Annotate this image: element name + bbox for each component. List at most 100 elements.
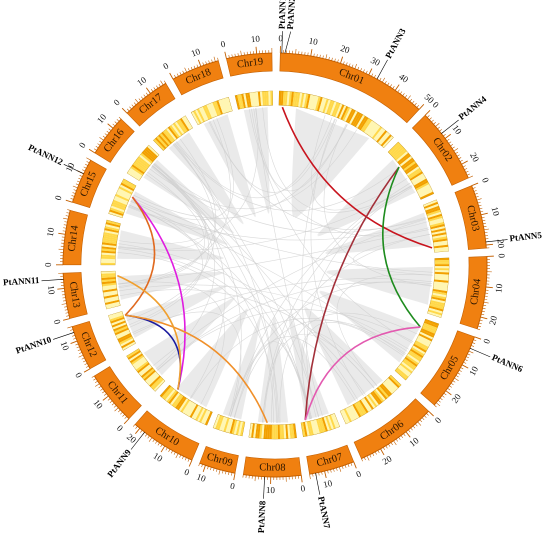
density-bin <box>101 271 116 274</box>
tick-baseline <box>72 159 92 203</box>
minor-tick <box>321 471 323 475</box>
minor-tick <box>464 359 468 361</box>
density-bin <box>386 378 399 390</box>
density-bin <box>289 424 293 439</box>
density-bin <box>161 131 172 144</box>
minor-tick <box>168 449 171 452</box>
minor-tick <box>63 224 67 226</box>
density-bin <box>427 211 442 218</box>
density-bin <box>111 318 125 326</box>
density-bin <box>430 226 446 232</box>
minor-tick <box>456 154 460 157</box>
density-bin <box>101 256 116 260</box>
minor-tick <box>483 225 487 228</box>
minor-tick <box>472 342 476 344</box>
density-bin <box>176 120 186 134</box>
minor-tick <box>399 91 403 95</box>
density-bin <box>433 238 448 243</box>
density-bin <box>167 126 179 139</box>
synteny-line <box>131 197 433 273</box>
density-bin <box>433 283 448 288</box>
tick-label: 20 <box>339 43 351 55</box>
density-bin <box>262 91 265 106</box>
density-bin <box>144 148 157 160</box>
minor-tick <box>134 98 139 104</box>
major-tick <box>88 148 96 154</box>
major-tick <box>70 340 78 345</box>
density-bin <box>432 234 447 239</box>
density-bin <box>118 334 132 343</box>
tick-label: 20 <box>381 453 394 466</box>
minor-tick <box>158 83 161 87</box>
density-bin <box>368 393 379 406</box>
density-bin <box>416 338 430 348</box>
minor-tick <box>132 424 136 427</box>
density-bin <box>129 167 143 178</box>
density-bin <box>296 92 301 107</box>
tick-label: 0 <box>53 194 64 202</box>
density-bin <box>389 375 402 387</box>
density-bin <box>371 126 383 139</box>
density-bin <box>174 121 185 135</box>
synteny-line <box>262 107 413 213</box>
density-bin <box>398 364 412 376</box>
gene-label-ptann4: PtANN4 <box>457 94 489 122</box>
density-bin <box>349 405 358 420</box>
minor-tick <box>145 92 149 96</box>
density-bin <box>415 182 430 191</box>
major-tick <box>486 243 494 246</box>
synteny-line <box>151 165 358 400</box>
tick-label: 20 <box>450 391 464 405</box>
density-bin <box>235 95 241 110</box>
synteny-line <box>234 319 408 418</box>
density-bin <box>370 392 381 405</box>
density-bin <box>105 301 120 307</box>
density-bin <box>101 260 116 263</box>
minor-tick <box>360 68 362 72</box>
density-bin <box>418 187 432 196</box>
synteny-line <box>255 108 319 417</box>
minor-tick <box>173 451 176 455</box>
density-bin <box>103 232 118 237</box>
density-bin <box>105 299 120 305</box>
density-bin <box>432 236 447 241</box>
density-bin <box>189 404 199 418</box>
minor-tick <box>231 54 233 58</box>
minor-tick <box>64 221 68 223</box>
synteny-wedge-chr09 <box>222 314 262 420</box>
minor-tick <box>138 98 141 102</box>
minor-tick <box>148 437 153 442</box>
density-bin <box>251 92 256 107</box>
minor-tick <box>313 53 315 57</box>
synteny-line <box>151 165 242 417</box>
major-tick <box>394 84 400 91</box>
density-bin <box>265 424 269 439</box>
minor-tick <box>483 301 489 304</box>
minor-tick <box>70 329 74 331</box>
density-bin <box>408 352 421 362</box>
major-tick <box>480 316 488 320</box>
density-bin <box>431 228 446 233</box>
density-bin <box>104 230 119 235</box>
major-tick <box>135 428 141 434</box>
density-bin <box>101 275 116 278</box>
major-tick <box>169 72 174 80</box>
density-bin <box>136 361 149 372</box>
synteny-line <box>130 118 234 221</box>
density-bin <box>208 103 216 118</box>
tick-baseline <box>126 82 166 114</box>
tick-baseline <box>471 185 487 249</box>
density-bin <box>326 100 333 115</box>
density-bin <box>434 260 449 263</box>
density-bin <box>130 353 143 363</box>
minor-tick <box>65 312 69 314</box>
density-bin <box>401 157 414 168</box>
minor-tick <box>482 222 486 225</box>
density-bin <box>385 379 397 391</box>
density-bin <box>317 97 323 112</box>
density-bin <box>275 424 278 439</box>
minor-tick <box>379 77 382 81</box>
minor-tick <box>477 328 481 331</box>
minor-tick <box>480 210 484 213</box>
